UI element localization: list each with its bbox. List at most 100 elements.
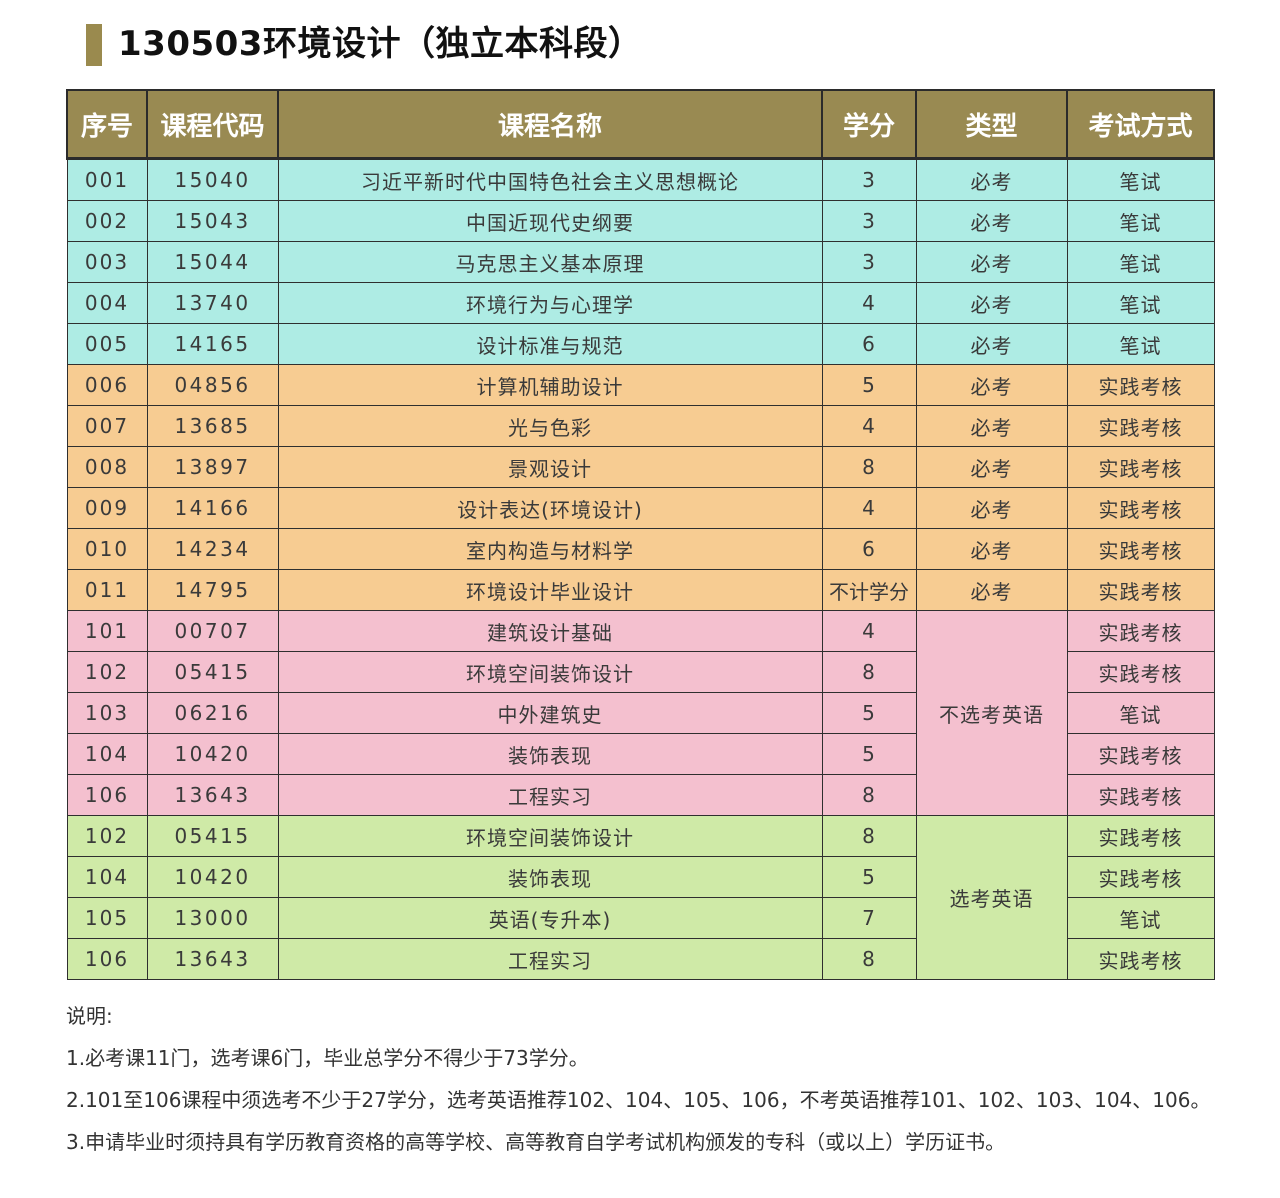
cell-exam: 实践考核 (1066, 405, 1215, 447)
cell-exam: 实践考核 (1066, 938, 1215, 980)
cell-seq: 005 (66, 323, 148, 365)
cell-name: 景观设计 (277, 446, 823, 488)
table-row: 004 13740 环境行为与心理学 4 必考 笔试 (66, 282, 1215, 324)
header-code: 课程代码 (146, 89, 279, 160)
table-row: 101 00707 建筑设计基础 4 不选考英语 实践考核 (66, 610, 1215, 816)
cell-credit: 4 (821, 487, 917, 529)
cell-name: 中国近现代史纲要 (277, 200, 823, 242)
cell-credit: 5 (821, 856, 917, 898)
note-item: 2.101至106课程中须选考不少于27学分，选考英语推荐102、104、105… (66, 1088, 1211, 1112)
cell-credit: 8 (821, 651, 917, 693)
cell-name: 环境设计毕业设计 (277, 569, 823, 611)
cell-name: 室内构造与材料学 (277, 528, 823, 570)
cell-seq: 104 (66, 856, 148, 898)
course-table: 序号 课程代码 课程名称 学分 类型 考试方式 001 15040 习近平新时代… (66, 89, 1215, 980)
cell-code: 13685 (146, 405, 279, 447)
cell-seq: 106 (66, 774, 148, 816)
cell-exam: 实践考核 (1066, 774, 1215, 816)
cell-code: 13000 (146, 897, 279, 939)
cell-seq: 003 (66, 241, 148, 283)
cell-exam: 笔试 (1066, 323, 1215, 365)
cell-code: 05415 (146, 815, 279, 857)
cell-type: 必考 (915, 158, 1068, 201)
cell-exam: 笔试 (1066, 897, 1215, 939)
header-type: 类型 (915, 89, 1068, 160)
table-row: 104 10420 装饰表现 5 实践考核 (66, 856, 1215, 898)
table-row: 104 10420 装饰表现 5 实践考核 (66, 733, 1215, 775)
cell-name: 马克思主义基本原理 (277, 241, 823, 283)
cell-credit: 不计学分 (821, 569, 917, 611)
page-title: 130503环境设计（独立本科段） (118, 24, 643, 64)
cell-credit: 7 (821, 897, 917, 939)
cell-type: 必考 (915, 364, 1068, 406)
cell-name: 工程实习 (277, 938, 823, 980)
cell-exam: 实践考核 (1066, 610, 1215, 652)
cell-name: 装饰表现 (277, 733, 823, 775)
table-row: 103 06216 中外建筑史 5 笔试 (66, 692, 1215, 734)
table-row: 007 13685 光与色彩 4 必考 实践考核 (66, 405, 1215, 447)
cell-name: 计算机辅助设计 (277, 364, 823, 406)
cell-code: 15040 (146, 158, 279, 201)
cell-code: 14166 (146, 487, 279, 529)
cell-credit: 8 (821, 774, 917, 816)
cell-name: 英语(专升本) (277, 897, 823, 939)
cell-name: 光与色彩 (277, 405, 823, 447)
group-no-english: 不选考英语 (915, 610, 1068, 816)
table-row: 009 14166 设计表达(环境设计) 4 必考 实践考核 (66, 487, 1215, 529)
cell-seq: 006 (66, 364, 148, 406)
cell-type: 必考 (915, 487, 1068, 529)
table-row: 011 14795 环境设计毕业设计 不计学分 必考 实践考核 (66, 569, 1215, 611)
cell-exam: 实践考核 (1066, 569, 1215, 611)
cell-name: 中外建筑史 (277, 692, 823, 734)
cell-code: 10420 (146, 856, 279, 898)
cell-code: 06216 (146, 692, 279, 734)
cell-type: 必考 (915, 446, 1068, 488)
cell-seq: 010 (66, 528, 148, 570)
cell-exam: 实践考核 (1066, 815, 1215, 857)
cell-seq: 102 (66, 815, 148, 857)
header-credit: 学分 (821, 89, 917, 160)
table-row: 010 14234 室内构造与材料学 6 必考 实践考核 (66, 528, 1215, 570)
cell-seq: 101 (66, 610, 148, 652)
cell-credit: 6 (821, 323, 917, 365)
table-row: 102 05415 环境空间装饰设计 8 选考英语 实践考核 (66, 815, 1215, 980)
cell-seq: 102 (66, 651, 148, 693)
cell-name: 习近平新时代中国特色社会主义思想概论 (277, 158, 823, 201)
table-row: 106 13643 工程实习 8 实践考核 (66, 938, 1215, 980)
cell-seq: 103 (66, 692, 148, 734)
table-header-row: 序号 课程代码 课程名称 学分 类型 考试方式 (66, 89, 1215, 160)
cell-seq: 011 (66, 569, 148, 611)
cell-seq: 004 (66, 282, 148, 324)
note-item: 3.申请毕业时须持具有学历教育资格的高等学校、高等教育自学考试机构颁发的专科（或… (66, 1130, 1006, 1154)
cell-type: 必考 (915, 323, 1068, 365)
group-english: 选考英语 (915, 815, 1068, 980)
cell-credit: 8 (821, 938, 917, 980)
cell-code: 13897 (146, 446, 279, 488)
header-exam: 考试方式 (1066, 89, 1215, 160)
table-row: 105 13000 英语(专升本) 7 笔试 (66, 897, 1215, 939)
table-row: 006 04856 计算机辅助设计 5 必考 实践考核 (66, 364, 1215, 406)
table-row: 008 13897 景观设计 8 必考 实践考核 (66, 446, 1215, 488)
cell-exam: 实践考核 (1066, 856, 1215, 898)
table-row: 005 14165 设计标准与规范 6 必考 笔试 (66, 323, 1215, 365)
cell-credit: 5 (821, 733, 917, 775)
cell-exam: 实践考核 (1066, 733, 1215, 775)
cell-type: 必考 (915, 200, 1068, 242)
cell-exam: 笔试 (1066, 241, 1215, 283)
cell-code: 13643 (146, 774, 279, 816)
cell-name: 设计标准与规范 (277, 323, 823, 365)
cell-code: 13740 (146, 282, 279, 324)
cell-exam: 实践考核 (1066, 364, 1215, 406)
note-item: 1.必考课11门，选考课6门，毕业总学分不得少于73学分。 (66, 1046, 589, 1070)
cell-code: 14795 (146, 569, 279, 611)
notes-section: 说明: 1.必考课11门，选考课6门，毕业总学分不得少于73学分。 2.101至… (66, 1002, 1210, 1170)
title-accent-bar (86, 24, 102, 66)
cell-name: 环境空间装饰设计 (277, 815, 823, 857)
cell-exam: 笔试 (1066, 282, 1215, 324)
cell-seq: 009 (66, 487, 148, 529)
table-row: 002 15043 中国近现代史纲要 3 必考 笔试 (66, 200, 1215, 242)
cell-credit: 3 (821, 158, 917, 201)
cell-code: 15043 (146, 200, 279, 242)
cell-code: 10420 (146, 733, 279, 775)
cell-type: 必考 (915, 528, 1068, 570)
